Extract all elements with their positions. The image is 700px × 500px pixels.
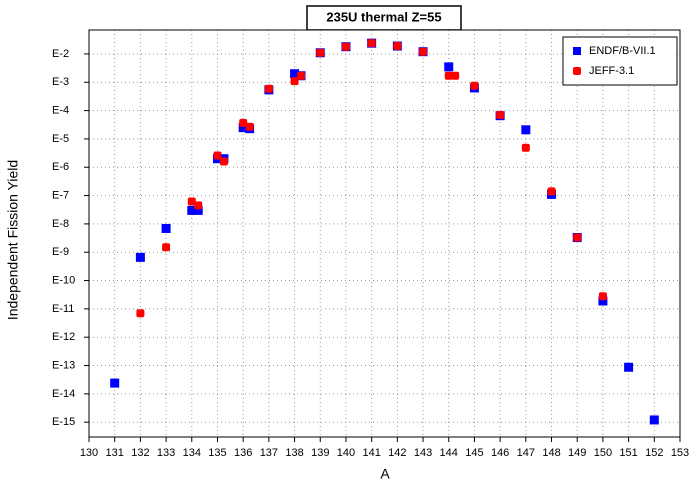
data-point: [444, 62, 454, 72]
data-point: [624, 362, 634, 372]
data-point: [162, 243, 171, 252]
data-point: [649, 415, 659, 425]
x-tick-label: 150: [594, 447, 612, 459]
x-tick-label: 151: [619, 447, 637, 459]
chart-title: 235U thermal Z=55: [326, 9, 441, 24]
data-point: [598, 292, 607, 301]
x-tick-label: 149: [568, 447, 586, 459]
y-tick-label: E-13: [52, 359, 75, 371]
y-axis-label: Independent Fission Yield: [5, 160, 21, 320]
x-tick-label: 137: [260, 447, 278, 459]
data-point: [296, 71, 305, 80]
legend-label: JEFF-3.1: [589, 65, 634, 77]
data-point: [136, 309, 145, 318]
x-tick-label: 147: [517, 447, 535, 459]
plot-frame: [88, 29, 681, 438]
data-point: [444, 71, 453, 80]
data-point: [419, 47, 428, 56]
data-point: [316, 48, 325, 57]
data-point: [341, 42, 350, 51]
x-tick-label: 146: [491, 447, 509, 459]
data-point: [290, 77, 299, 86]
data-point: [264, 84, 273, 93]
x-axis-label: A: [380, 466, 390, 482]
data-point: [194, 201, 203, 210]
x-tick-label: 133: [157, 447, 175, 459]
data-point: [187, 205, 197, 215]
data-point: [213, 151, 222, 160]
y-tick-label: E-4: [52, 104, 69, 116]
data-point: [219, 157, 228, 166]
data-point: [245, 122, 254, 131]
data-point: [239, 118, 248, 127]
x-tick-label: 144: [440, 447, 458, 459]
legend-label: ENDF/B-VII.1: [589, 45, 656, 57]
y-tick-label: E-5: [52, 133, 69, 145]
data-point: [238, 123, 248, 133]
data-point: [470, 81, 479, 90]
data-point: [393, 42, 402, 51]
data-point: [193, 205, 203, 215]
x-tick-label: 148: [542, 447, 560, 459]
y-tick-label: E-12: [52, 331, 75, 343]
data-point: [367, 39, 376, 48]
x-tick-label: 136: [234, 447, 252, 459]
title-box: [306, 5, 462, 31]
y-tick-label: E-2: [52, 48, 69, 60]
data-point: [110, 378, 120, 388]
x-tick-label: 132: [131, 447, 149, 459]
x-tick-label: 135: [208, 447, 226, 459]
data-point: [135, 252, 145, 262]
y-tick-label: E-8: [52, 218, 69, 230]
data-point: [290, 69, 300, 79]
legend-marker: [573, 67, 581, 75]
y-tick-label: E-7: [52, 189, 69, 201]
x-tick-label: 130: [80, 447, 98, 459]
x-tick-label: 152: [645, 447, 663, 459]
data-point: [161, 223, 171, 233]
y-tick-label: E-3: [52, 76, 69, 88]
data-point: [496, 110, 505, 119]
x-tick-label: 134: [183, 447, 201, 459]
y-tick-label: E-11: [52, 303, 74, 315]
plot-area: [89, 30, 680, 437]
y-tick-label: E-14: [52, 388, 75, 400]
legend-marker: [573, 47, 581, 55]
x-tick-label: 143: [414, 447, 432, 459]
x-tick-label: 145: [465, 447, 483, 459]
x-tick-label: 153: [671, 447, 689, 459]
x-tick-label: 140: [337, 447, 355, 459]
data-point: [521, 143, 530, 152]
legend-box: [562, 36, 678, 86]
x-tick-label: 142: [388, 447, 406, 459]
y-tick-label: E-9: [52, 246, 69, 258]
data-point: [598, 296, 608, 306]
data-point: [521, 125, 531, 135]
y-tick-label: E-10: [52, 274, 75, 286]
x-tick-label: 139: [311, 447, 329, 459]
data-point: [547, 187, 556, 196]
data-point: [573, 233, 582, 242]
data-point: [451, 71, 460, 80]
x-tick-label: 141: [362, 447, 380, 459]
x-tick-label: 138: [285, 447, 303, 459]
data-point: [187, 197, 196, 206]
x-tick-label: 131: [106, 447, 124, 459]
y-tick-label: E-6: [52, 161, 69, 173]
y-tick-label: E-15: [52, 416, 75, 428]
